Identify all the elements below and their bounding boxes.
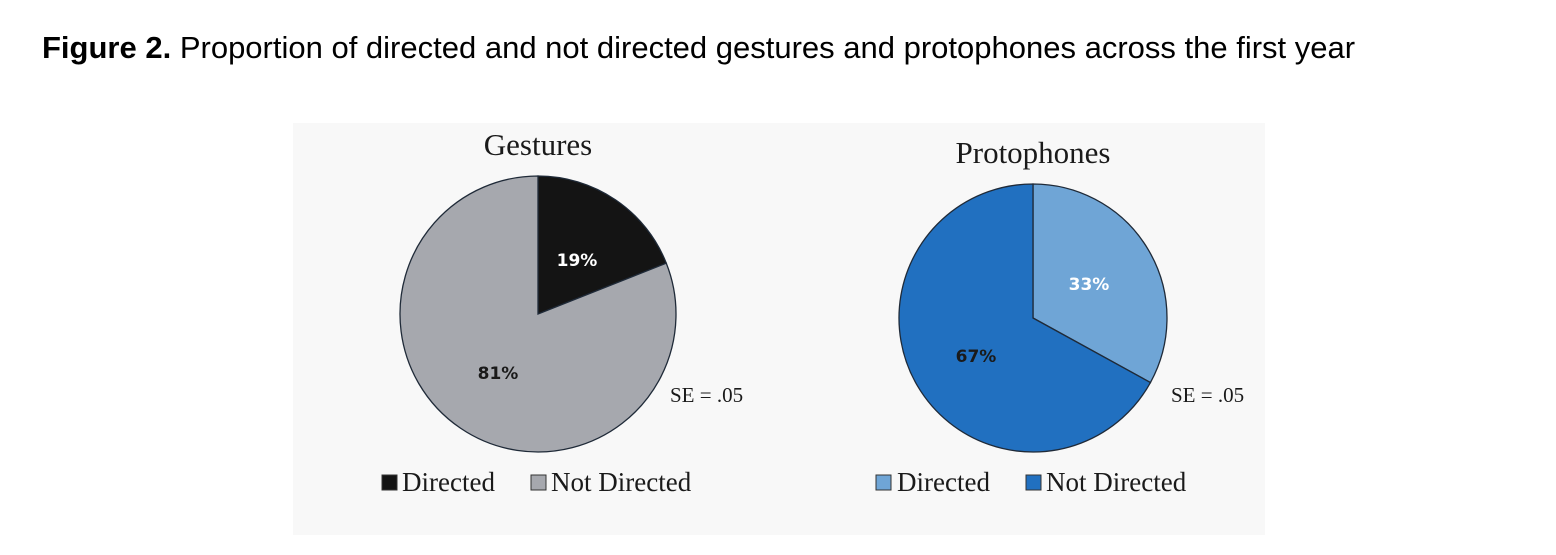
protophones-slice-directed xyxy=(1032,183,1168,384)
protophones-legend: Directed Not Directed xyxy=(875,467,1187,497)
gestures-legend-swatch-directed xyxy=(381,474,398,491)
protophones-slice-not-directed xyxy=(898,183,1152,453)
protophones-legend-label-directed: Directed xyxy=(897,467,990,497)
figure-caption: Figure 2. Proportion of directed and not… xyxy=(42,30,1355,66)
gestures-slice-label-not-directed: 81% xyxy=(478,364,519,384)
gestures-slice-not-directed xyxy=(399,175,677,453)
protophones-pie: 33% 67% xyxy=(898,183,1168,453)
gestures-legend-swatch-not-directed xyxy=(530,474,547,491)
protophones-slice-label-directed: 33% xyxy=(1069,275,1110,295)
protophones-chart-title: Protophones xyxy=(956,135,1111,170)
protophones-legend-swatch-directed xyxy=(875,474,892,491)
gestures-legend-label-directed: Directed xyxy=(402,467,495,497)
gestures-chart: Gestures 19% 81% SE = .05 Directed Not Di… xyxy=(381,127,743,497)
gestures-slice-directed xyxy=(537,175,668,315)
protophones-chart: Protophones 33% 67% SE = .05 Directed Not… xyxy=(875,135,1244,497)
figure-number: Figure 2. xyxy=(42,30,172,65)
gestures-se-annotation: SE = .05 xyxy=(670,383,743,407)
gestures-legend-label-not-directed: Not Directed xyxy=(551,467,692,497)
figure-caption-text: Proportion of directed and not directed … xyxy=(179,30,1356,65)
gestures-pie: 19% 81% xyxy=(399,175,677,453)
gestures-legend: Directed Not Directed xyxy=(381,467,692,497)
gestures-slice-label-directed: 19% xyxy=(557,251,598,271)
protophones-legend-label-not-directed: Not Directed xyxy=(1046,467,1187,497)
protophones-se-annotation: SE = .05 xyxy=(1171,383,1244,407)
protophones-slice-label-not-directed: 67% xyxy=(956,347,997,367)
gestures-chart-title: Gestures xyxy=(484,127,592,162)
protophones-legend-swatch-not-directed xyxy=(1025,474,1042,491)
